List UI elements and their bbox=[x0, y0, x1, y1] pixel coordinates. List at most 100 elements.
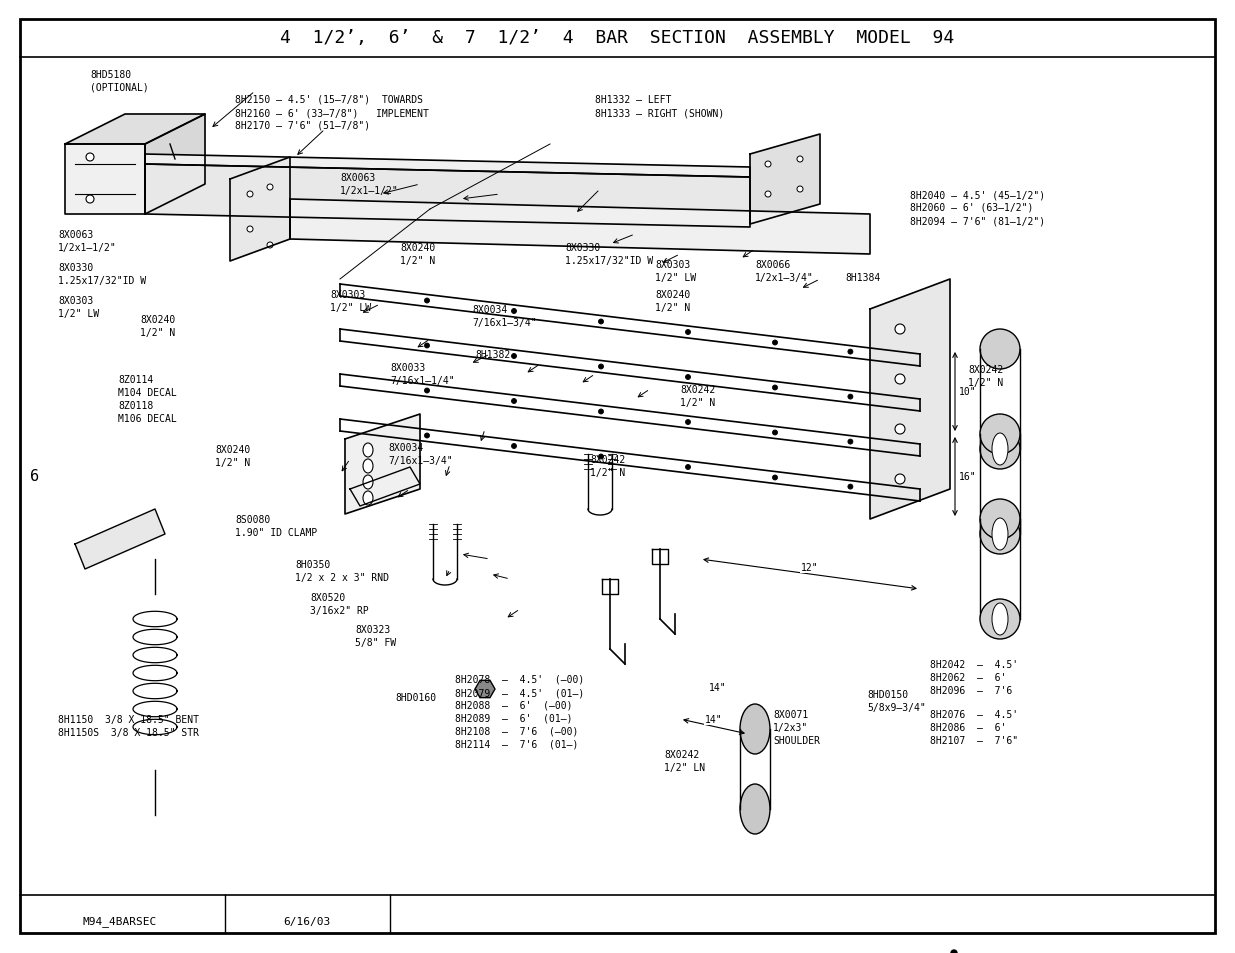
Polygon shape bbox=[144, 115, 205, 214]
Text: 1/2" LW: 1/2" LW bbox=[655, 273, 697, 283]
Polygon shape bbox=[750, 135, 820, 225]
Circle shape bbox=[895, 424, 905, 435]
Text: 1/2 x 2 x 3" RND: 1/2 x 2 x 3" RND bbox=[295, 573, 389, 582]
Text: 8X0242: 8X0242 bbox=[590, 455, 625, 464]
Text: 8H1150S  3/8 X 18.5" STR: 8H1150S 3/8 X 18.5" STR bbox=[58, 727, 199, 738]
Text: 12": 12" bbox=[802, 562, 819, 573]
Circle shape bbox=[685, 420, 690, 425]
Text: 1.25x17/32"ID W: 1.25x17/32"ID W bbox=[58, 275, 146, 286]
Text: 8X0063: 8X0063 bbox=[58, 230, 94, 240]
Text: 1/2" N: 1/2" N bbox=[140, 328, 175, 337]
Text: 8X0034: 8X0034 bbox=[388, 442, 424, 453]
Text: 8H2108  –  7'6  (–00): 8H2108 – 7'6 (–00) bbox=[454, 726, 578, 737]
Circle shape bbox=[895, 325, 905, 335]
Text: 8X0240: 8X0240 bbox=[400, 243, 435, 253]
Text: 1/2x1–1/2": 1/2x1–1/2" bbox=[340, 186, 399, 195]
Text: 14": 14" bbox=[705, 714, 722, 724]
Circle shape bbox=[773, 431, 778, 436]
Text: 8X0034: 8X0034 bbox=[472, 305, 508, 314]
Ellipse shape bbox=[981, 599, 1020, 639]
Text: 8H1382: 8H1382 bbox=[475, 350, 510, 359]
Text: 8X0063: 8X0063 bbox=[340, 172, 375, 183]
Text: 8H2079  –  4.5'  (01–): 8H2079 – 4.5' (01–) bbox=[454, 687, 584, 698]
Circle shape bbox=[599, 319, 604, 325]
Text: 8S0080: 8S0080 bbox=[235, 515, 270, 524]
Text: M106 DECAL: M106 DECAL bbox=[119, 414, 177, 423]
Text: 1/2x3": 1/2x3" bbox=[773, 722, 808, 732]
Ellipse shape bbox=[363, 492, 373, 505]
Text: 8H2062  –  6': 8H2062 – 6' bbox=[930, 672, 1007, 682]
Circle shape bbox=[773, 340, 778, 346]
Text: 8H2040 – 4.5' (45–1/2"): 8H2040 – 4.5' (45–1/2") bbox=[910, 190, 1045, 200]
Text: 8X0242: 8X0242 bbox=[664, 749, 699, 760]
Text: 8H1150  3/8 X 18.5" BENT: 8H1150 3/8 X 18.5" BENT bbox=[58, 714, 199, 724]
Circle shape bbox=[764, 162, 771, 168]
Text: 4  1/2’,  6’  &  7  1/2’  4  BAR  SECTION  ASSEMBLY  MODEL  94: 4 1/2’, 6’ & 7 1/2’ 4 BAR SECTION ASSEMB… bbox=[280, 29, 955, 47]
Text: 1/2" LN: 1/2" LN bbox=[664, 762, 705, 772]
Text: 8X0240: 8X0240 bbox=[655, 290, 690, 299]
Text: 7/16x1–1/4": 7/16x1–1/4" bbox=[390, 375, 454, 386]
Text: 8H2076  –  4.5': 8H2076 – 4.5' bbox=[930, 709, 1018, 720]
Text: 8H1332 – LEFT: 8H1332 – LEFT bbox=[595, 95, 672, 105]
Circle shape bbox=[797, 157, 803, 163]
Circle shape bbox=[848, 395, 853, 399]
Text: 8X0520: 8X0520 bbox=[310, 593, 346, 602]
Circle shape bbox=[247, 192, 253, 198]
Text: M94_4BARSEC: M94_4BARSEC bbox=[83, 916, 157, 926]
Text: 3/16x2" RP: 3/16x2" RP bbox=[310, 605, 369, 616]
Circle shape bbox=[425, 389, 430, 394]
Circle shape bbox=[599, 410, 604, 415]
Circle shape bbox=[895, 375, 905, 385]
Text: 1/2" N: 1/2" N bbox=[968, 377, 1003, 388]
Text: 8H1384: 8H1384 bbox=[845, 273, 881, 283]
Ellipse shape bbox=[992, 518, 1008, 551]
Text: 8X0303: 8X0303 bbox=[330, 290, 366, 299]
Text: 1/2" N: 1/2" N bbox=[680, 397, 715, 408]
Circle shape bbox=[685, 375, 690, 380]
Circle shape bbox=[267, 243, 273, 249]
Text: 1.90" ID CLAMP: 1.90" ID CLAMP bbox=[235, 527, 317, 537]
Text: 8H2042  –  4.5': 8H2042 – 4.5' bbox=[930, 659, 1018, 669]
Text: 1/2" N: 1/2" N bbox=[215, 457, 251, 468]
Circle shape bbox=[511, 309, 516, 314]
Polygon shape bbox=[345, 415, 420, 515]
Text: 8HD5180: 8HD5180 bbox=[90, 70, 131, 80]
Circle shape bbox=[511, 399, 516, 404]
Ellipse shape bbox=[740, 784, 769, 834]
Text: 8X0303: 8X0303 bbox=[58, 295, 94, 306]
Circle shape bbox=[267, 185, 273, 191]
Text: 5/8" FW: 5/8" FW bbox=[354, 638, 396, 647]
Text: 8X0242: 8X0242 bbox=[680, 385, 715, 395]
Circle shape bbox=[764, 192, 771, 198]
Circle shape bbox=[511, 444, 516, 449]
Text: 8X0240: 8X0240 bbox=[140, 314, 175, 325]
Ellipse shape bbox=[363, 443, 373, 457]
Polygon shape bbox=[65, 115, 205, 145]
Text: 6: 6 bbox=[31, 469, 40, 484]
Text: 1/2" LW: 1/2" LW bbox=[330, 303, 372, 313]
Text: 8H2096  –  7'6: 8H2096 – 7'6 bbox=[930, 685, 1013, 696]
Polygon shape bbox=[290, 200, 869, 254]
Text: 8H2088  –  6'  (–00): 8H2088 – 6' (–00) bbox=[454, 700, 573, 710]
Circle shape bbox=[425, 434, 430, 438]
Circle shape bbox=[773, 476, 778, 480]
Ellipse shape bbox=[740, 704, 769, 754]
Text: 8X0330: 8X0330 bbox=[58, 263, 94, 273]
Polygon shape bbox=[869, 280, 950, 519]
Ellipse shape bbox=[363, 476, 373, 490]
Text: 8H2089  –  6'  (01–): 8H2089 – 6' (01–) bbox=[454, 713, 573, 723]
Text: 8H2078  –  4.5'  (–00): 8H2078 – 4.5' (–00) bbox=[454, 675, 584, 684]
Text: 8H2160 – 6' (33–7/8")   IMPLEMENT: 8H2160 – 6' (33–7/8") IMPLEMENT bbox=[235, 108, 429, 118]
Circle shape bbox=[685, 465, 690, 470]
Circle shape bbox=[599, 455, 604, 459]
Circle shape bbox=[247, 227, 253, 233]
Text: 5/8x9–3/4": 5/8x9–3/4" bbox=[867, 702, 926, 712]
Text: M104 DECAL: M104 DECAL bbox=[119, 388, 177, 397]
Ellipse shape bbox=[981, 499, 1020, 539]
Text: 8HD0150: 8HD0150 bbox=[867, 689, 908, 700]
Ellipse shape bbox=[981, 515, 1020, 555]
Text: 8H0350: 8H0350 bbox=[295, 559, 330, 569]
Polygon shape bbox=[75, 510, 165, 569]
Circle shape bbox=[511, 355, 516, 359]
Text: 8H2086  –  6': 8H2086 – 6' bbox=[930, 722, 1007, 732]
